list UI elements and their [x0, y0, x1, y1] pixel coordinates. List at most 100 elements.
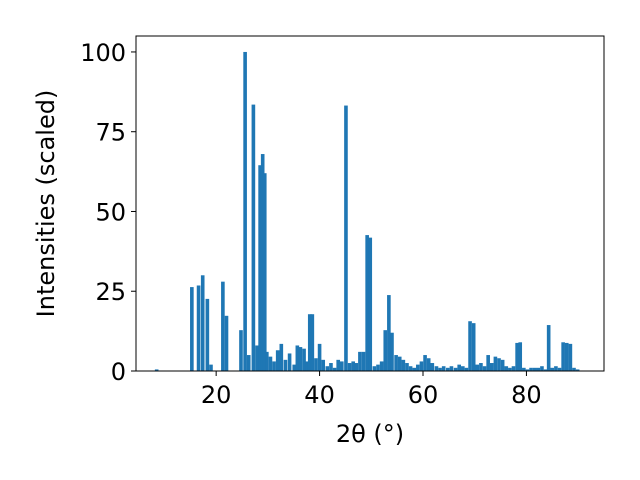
bar	[543, 369, 548, 371]
bar	[500, 359, 505, 371]
bar	[255, 345, 259, 371]
bar	[536, 367, 541, 371]
bar	[540, 366, 544, 371]
bar	[575, 369, 580, 371]
bar	[340, 361, 344, 371]
bar	[449, 366, 454, 371]
bar	[268, 356, 273, 371]
bar	[358, 351, 362, 371]
bar	[361, 351, 366, 371]
bar	[275, 350, 280, 371]
bar	[515, 342, 519, 371]
bar	[287, 353, 292, 371]
bar	[246, 355, 251, 371]
bar	[329, 363, 333, 371]
bar	[321, 359, 326, 371]
x-axis-label: 2θ (°)	[336, 420, 404, 448]
bar	[419, 361, 424, 371]
x-axis: 20 40 60 80	[201, 371, 542, 409]
bar	[154, 369, 159, 371]
bar	[351, 361, 356, 371]
bar	[372, 366, 377, 371]
bar	[387, 295, 391, 371]
y-tick-label: 25	[95, 278, 126, 306]
bar	[430, 363, 435, 371]
bar	[572, 367, 576, 371]
bar	[243, 51, 247, 371]
bar	[205, 298, 210, 371]
bar	[475, 364, 480, 371]
bar	[529, 367, 533, 371]
bar	[310, 314, 315, 371]
bar	[453, 367, 458, 371]
bar	[368, 237, 373, 371]
y-tick-label: 50	[95, 198, 126, 226]
bar	[401, 359, 406, 371]
bar	[390, 332, 394, 371]
bar	[557, 367, 562, 371]
bar	[383, 330, 388, 371]
bar	[265, 351, 269, 371]
bar	[464, 367, 469, 371]
bar	[190, 287, 194, 371]
bar	[262, 173, 267, 371]
bar	[438, 367, 442, 371]
y-axis-label: Intensities (scaled)	[32, 90, 60, 318]
bar	[416, 364, 420, 371]
bar	[532, 367, 537, 371]
bar	[497, 358, 501, 371]
y-tick-label: 75	[95, 119, 126, 147]
bar	[295, 345, 300, 371]
bar	[446, 367, 450, 371]
bar	[479, 363, 483, 371]
bar	[457, 364, 462, 371]
bar	[461, 366, 465, 371]
bar	[279, 343, 284, 371]
bar-series	[154, 51, 580, 372]
bar	[564, 342, 569, 371]
bar	[251, 104, 256, 371]
y-tick-label: 100	[80, 39, 126, 67]
x-tick-label: 20	[201, 381, 232, 409]
bar	[493, 356, 498, 371]
y-axis: 0 25 50 75 100	[80, 39, 136, 386]
bar	[434, 366, 439, 371]
bar	[336, 359, 341, 371]
bar	[307, 314, 312, 371]
bar	[272, 361, 276, 371]
bar	[347, 363, 352, 371]
bar	[522, 367, 526, 371]
bar	[468, 321, 472, 371]
bar	[405, 363, 409, 371]
bar	[518, 342, 523, 371]
x-tick-label: 80	[511, 381, 542, 409]
bar	[344, 105, 348, 372]
bar	[489, 363, 494, 371]
x-tick-label: 40	[304, 381, 335, 409]
bar	[525, 369, 530, 371]
bar	[298, 347, 303, 371]
bar	[504, 366, 509, 371]
bar	[224, 315, 229, 371]
bar	[568, 343, 573, 371]
bar	[412, 367, 417, 371]
bar	[546, 325, 551, 371]
bar	[397, 356, 402, 371]
bar	[314, 358, 318, 371]
bar	[325, 366, 330, 371]
bar	[486, 355, 490, 371]
x-tick-label: 60	[408, 381, 439, 409]
bar	[305, 361, 309, 371]
bar	[550, 367, 555, 371]
bar	[354, 363, 359, 371]
bar	[408, 366, 413, 371]
bar	[317, 343, 322, 371]
bar	[482, 366, 487, 371]
bar	[200, 275, 205, 371]
bar	[394, 355, 398, 371]
bar	[471, 323, 476, 371]
bar	[283, 359, 288, 371]
bar	[258, 165, 262, 371]
plot-frame	[135, 35, 605, 372]
